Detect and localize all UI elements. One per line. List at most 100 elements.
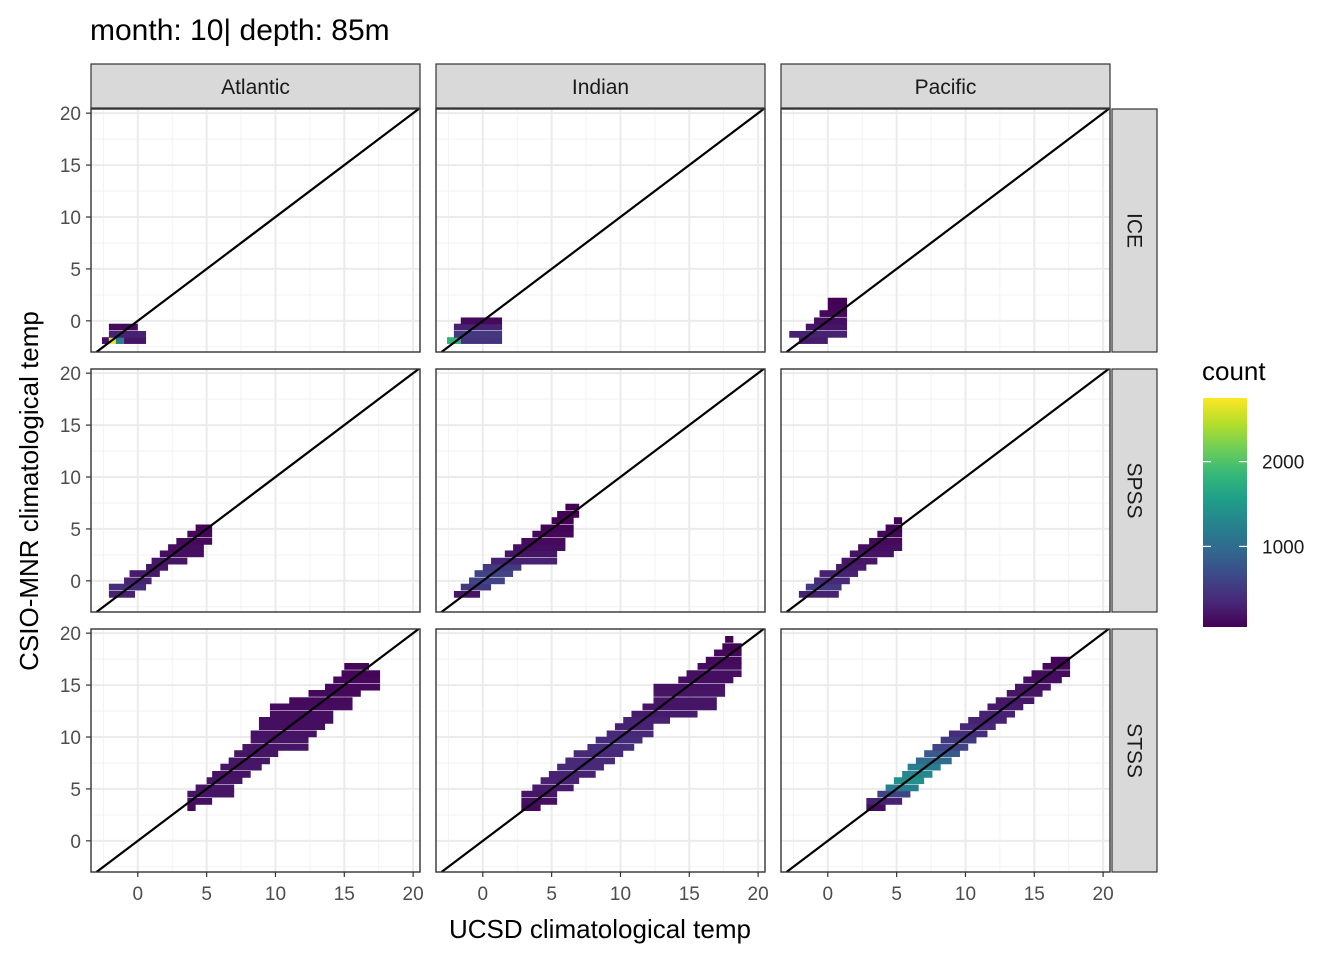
panel-atlantic-ice: 0 5 10 15 20 (60, 104, 421, 353)
heatmap-cell (885, 784, 919, 792)
heatmap-cell (841, 557, 878, 565)
heatmap-cell (798, 590, 839, 598)
heatmap-cell (521, 790, 558, 798)
heatmap-cell (606, 730, 654, 738)
y-tick-label: 20 (60, 364, 81, 385)
panel-indian-stss: 0 5 10 15 20 (435, 628, 769, 905)
identity-line (785, 369, 1110, 612)
x-tick-label: 5 (891, 884, 902, 905)
heatmap-cell (858, 544, 903, 551)
heatmap-cell (587, 744, 635, 751)
heatmap-cell (623, 717, 671, 724)
heatmap-cell (789, 330, 848, 338)
legend-colorbar (1203, 398, 1247, 627)
y-tick-label: 5 (70, 520, 81, 541)
x-tick-label: 20 (403, 884, 424, 905)
x-tick-label: 0 (478, 884, 489, 905)
heatmap-cell (195, 524, 213, 532)
legend-tick-label: 1000 (1262, 537, 1304, 558)
heatmap-cell (836, 563, 867, 571)
column-strip (780, 63, 1111, 109)
panel-pacific-spss (780, 368, 1111, 613)
panel-border (780, 368, 1111, 613)
panel-border (90, 628, 421, 873)
heatmap-cell (453, 590, 481, 598)
panel-border (435, 628, 766, 873)
heatmap-cell (725, 636, 734, 643)
heatmap-cell (869, 538, 903, 545)
heatmap-cell (168, 544, 204, 551)
y-tick-label: 5 (70, 260, 81, 281)
heatmap-cell (108, 330, 147, 338)
panel-border (435, 108, 766, 353)
heatmap-cell (653, 683, 726, 691)
heatmap-cell (866, 798, 903, 805)
heatmap-cell (234, 750, 279, 757)
row-strip-label: STSS (1123, 723, 1146, 778)
identity-line (95, 109, 420, 352)
x-tick-label: 15 (334, 884, 355, 905)
chart-title: month: 10| depth: 85m (90, 14, 390, 47)
heatmap-cell (805, 583, 842, 591)
heatmap-cell (102, 337, 109, 344)
heatmap-cell (206, 777, 243, 784)
column-strip (90, 63, 421, 109)
heatmap-cell (513, 544, 566, 551)
heatmap-cell (1050, 656, 1071, 664)
x-tick-label: 5 (546, 884, 557, 905)
heatmap-cell (250, 736, 309, 744)
y-axis-label: CSIO-MNR climatological temp (14, 311, 44, 671)
heatmap-cell (453, 323, 503, 331)
heatmap-cell (814, 577, 850, 585)
facet-panels: Atlantic Indian Pacific ICE SPSS STSS 0 5 10 15 20… (60, 63, 1158, 905)
heatmap-cell (805, 323, 848, 331)
y-tick-label: 5 (70, 780, 81, 801)
heatmap-cell (250, 730, 317, 738)
panel-border (780, 108, 1111, 353)
heatmap-cell (269, 703, 353, 711)
x-tick-label: 0 (823, 884, 834, 905)
heatmap-cell (195, 784, 235, 792)
heatmap-cell (212, 771, 251, 778)
identity-line (95, 369, 420, 612)
heatmap-cell (686, 670, 742, 678)
y-tick-label: 15 (60, 676, 81, 697)
panel-border (90, 368, 421, 613)
x-axis-label: UCSD climatological temp (449, 914, 751, 944)
heatmap-cell (453, 330, 503, 338)
y-tick-label: 20 (60, 104, 81, 125)
heatmap-cell (819, 310, 848, 317)
y-tick-label: 0 (70, 832, 81, 853)
x-tick-label: 10 (265, 884, 286, 905)
heatmap-cell (866, 804, 886, 811)
heatmap-cell (653, 690, 726, 697)
x-tick-label: 0 (133, 884, 144, 905)
identity-line (785, 109, 1110, 352)
heatmap-cell (697, 663, 742, 670)
panel-atlantic-stss: 0 5 10 15 20 0 5 10 15 20 (60, 624, 424, 905)
panel-pacific-ice (780, 108, 1111, 353)
heatmap-cell (258, 723, 326, 730)
panel-atlantic-spss: 0 5 10 15 20 (60, 364, 421, 613)
panel-border (780, 628, 1111, 873)
legend: count 1000 2000 (1202, 356, 1304, 627)
x-tick-label: 15 (1024, 884, 1045, 905)
heatmap-cell (521, 538, 566, 545)
heatmap-cell (827, 303, 848, 311)
heatmap-cell (124, 337, 147, 344)
identity-line (95, 629, 420, 872)
legend-tick-label: 2000 (1262, 453, 1304, 474)
identity-line (440, 109, 765, 352)
y-tick-label: 0 (70, 312, 81, 333)
panel-pacific-stss: 0 5 10 15 20 (780, 628, 1114, 905)
heatmap-cell (220, 763, 262, 771)
heatmap-cell (108, 323, 138, 331)
heatmap-cell (565, 503, 580, 511)
panel-border (435, 368, 766, 613)
heatmap-cell (849, 550, 894, 558)
heatmap-cell (540, 777, 580, 784)
row-strip (1111, 368, 1158, 613)
heatmap-cell (129, 570, 160, 577)
heatmap-cell (1042, 663, 1071, 670)
